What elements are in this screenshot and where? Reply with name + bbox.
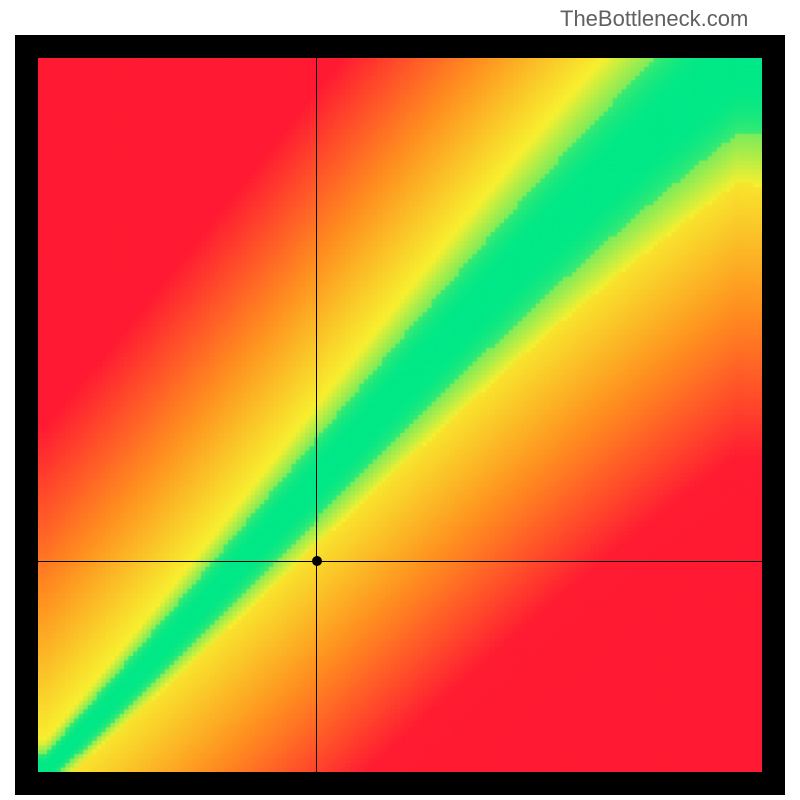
attribution-label: TheBottleneck.com [560,6,748,32]
crosshair-horizontal [38,561,762,562]
chart-container: TheBottleneck.com [0,0,800,800]
crosshair-vertical [316,58,317,772]
bottleneck-heatmap [38,58,762,772]
